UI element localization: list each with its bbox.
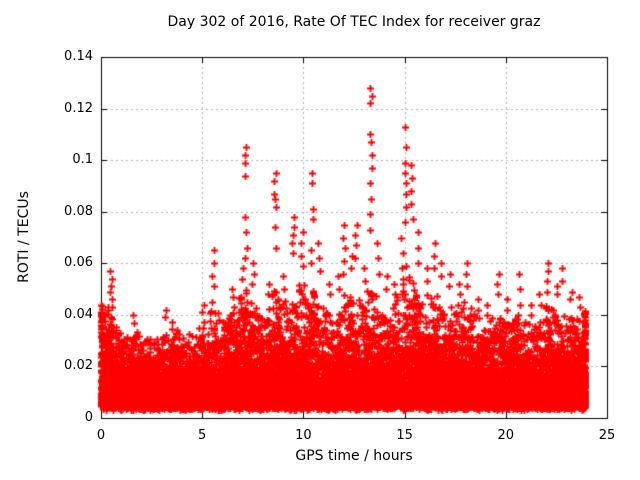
y-tick-label: 0.02 xyxy=(64,358,93,374)
y-tick-label: 0.14 xyxy=(64,49,93,64)
x-tick-label: 5 xyxy=(198,428,207,443)
y-tick-label: 0.08 xyxy=(64,203,93,219)
x-tick-label: 15 xyxy=(396,428,413,443)
x-tick-label: 0 xyxy=(96,428,106,443)
y-tick-label: 0.04 xyxy=(64,306,93,322)
x-axis-label: GPS time / hours xyxy=(295,448,413,464)
x-tick-label: 20 xyxy=(497,428,515,443)
chart-title: Day 302 of 2016, Rate Of TEC Index for r… xyxy=(167,14,541,30)
y-tick-label: 0.06 xyxy=(64,255,93,271)
y-tick-label: 0.1 xyxy=(72,152,93,168)
y-axis-label: ROTI / TECUs xyxy=(16,191,32,283)
y-tick-label: 0 xyxy=(84,410,93,425)
x-tick-label: 10 xyxy=(295,428,312,443)
y-tick-label: 0.12 xyxy=(64,100,93,116)
x-tick-label: 25 xyxy=(598,428,616,443)
